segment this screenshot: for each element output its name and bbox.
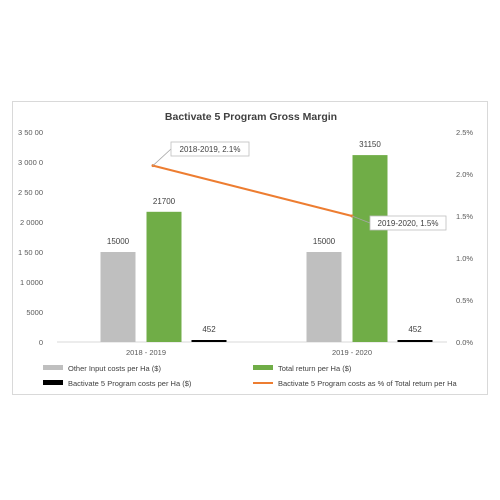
y-right-tick-label: 0.0% <box>456 338 473 347</box>
line-data-label: 2019-2020, 1.5% <box>378 219 439 228</box>
bar-data-label: 15000 <box>313 237 336 246</box>
bar-series <box>100 155 433 342</box>
bar <box>306 252 342 342</box>
bar <box>100 252 136 342</box>
y-right-tick-label: 1.0% <box>456 254 473 263</box>
bar <box>397 340 433 342</box>
x-tick-label: 2018 - 2019 <box>126 348 166 357</box>
y-right-tick-label: 2.0% <box>456 170 473 179</box>
bar-data-label: 31150 <box>359 140 381 149</box>
chart-canvas: Bactivate 5 Program Gross Margin 0 5000 1 … <box>18 111 473 388</box>
legend: Other Input costs per Ha ($) Total return… <box>43 364 458 388</box>
line-series-path <box>152 164 353 217</box>
bar-data-label: 21700 <box>153 197 176 206</box>
legend-label: Bactivate 5 Program costs as % of Total … <box>278 379 458 388</box>
bar-data-label: 452 <box>202 325 216 334</box>
y-left-tick-label: 0 <box>39 338 43 347</box>
legend-swatch <box>43 365 63 370</box>
y-left-tick-label: 1 0000 <box>20 278 43 287</box>
bar <box>191 340 227 342</box>
y-left-tick-label: 3 50 00 <box>18 128 43 137</box>
y-axis-left: 0 5000 1 0000 1 50 00 2 0000 2 50 00 3 000 0 3 … <box>18 128 43 347</box>
y-left-tick-label: 2 0000 <box>20 218 43 227</box>
legend-label: Other Input costs per Ha ($) <box>68 364 161 373</box>
line-data-label: 2018-2019, 2.1% <box>180 145 241 154</box>
line-series: 2018-2019, 2.1% 2019-2020, 1.5% <box>151 141 447 231</box>
y-left-tick-label: 2 50 00 <box>18 188 43 197</box>
bar-data-label: 15000 <box>107 237 130 246</box>
bar <box>352 155 388 342</box>
legend-swatch <box>43 380 63 385</box>
chart-title: Bactivate 5 Program Gross Margin <box>165 111 337 123</box>
y-right-tick-label: 1.5% <box>456 212 473 221</box>
y-right-tick-label: 2.5% <box>456 128 473 137</box>
legend-label: Total return per Ha ($) <box>278 364 352 373</box>
x-tick-label: 2019 - 2020 <box>332 348 372 357</box>
legend-item: Bactivate 5 Program costs as % of Total … <box>253 379 458 388</box>
callout-box <box>170 141 250 157</box>
bar-data-labels: 15000 15000 21700 31150 452 452 <box>107 140 422 334</box>
callout-leader <box>152 148 172 166</box>
x-axis: 2018 - 2019 2019 - 2020 <box>126 348 372 357</box>
callout-box <box>369 215 447 231</box>
legend-item: Bactivate 5 Program costs per Ha ($) <box>43 379 192 388</box>
legend-swatch <box>253 365 273 370</box>
bar-data-label: 452 <box>408 325 422 334</box>
y-right-tick-label: 0.5% <box>456 296 473 305</box>
line-data-callout: 2019-2020, 1.5% <box>351 215 447 231</box>
line-data-callout: 2018-2019, 2.1% <box>152 141 250 166</box>
legend-label: Bactivate 5 Program costs per Ha ($) <box>68 379 192 388</box>
legend-item: Other Input costs per Ha ($) <box>43 364 161 373</box>
y-axis-right: 0.0% 0.5% 1.0% 1.5% 2.0% 2.5% <box>456 128 473 347</box>
y-left-tick-label: 5000 <box>26 308 43 317</box>
legend-item: Total return per Ha ($) <box>253 364 352 373</box>
bar <box>146 211 182 342</box>
y-left-tick-label: 1 50 00 <box>18 248 43 257</box>
y-left-tick-label: 3 000 0 <box>18 158 43 167</box>
chart-frame: Bactivate 5 Program Gross Margin 0 5000 1 … <box>12 101 488 395</box>
callout-leader <box>351 215 371 224</box>
